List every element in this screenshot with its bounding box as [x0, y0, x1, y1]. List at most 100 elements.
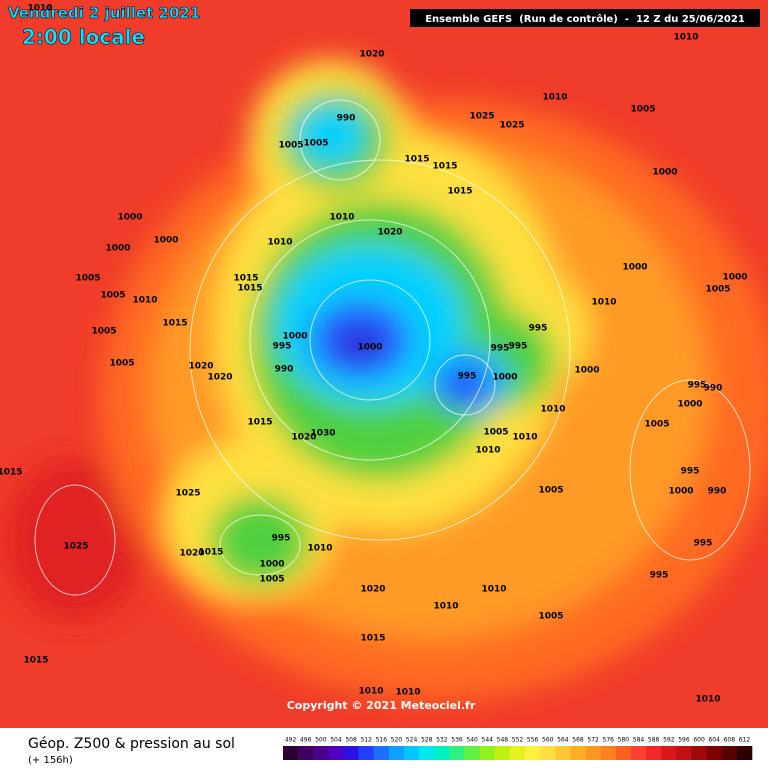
scale-swatch — [404, 746, 420, 760]
isobar-label: 1010 — [673, 33, 698, 43]
isobar-label: 1000 — [117, 213, 142, 223]
scale-label: 536 — [451, 737, 463, 744]
isobar-label: 1025 — [499, 121, 524, 131]
scale-label: 524 — [406, 737, 418, 744]
isobar-label: 1000 — [282, 332, 307, 342]
isobar-label: 1025 — [63, 542, 88, 552]
isobar-label: 1010 — [475, 446, 500, 456]
isobar-label: 1010 — [433, 602, 458, 612]
scale-swatch — [721, 746, 738, 760]
isobar-labels: 1010 1010 1020 1010 1005 1025 1025 990 1005 1005 1… — [0, 4, 748, 705]
scale-swatch — [676, 746, 692, 760]
isobar-label: 1000 — [677, 400, 702, 410]
isobar-label: 1000 — [722, 273, 747, 283]
isobar-label: 1000 — [622, 263, 647, 273]
isobar-label: 1005 — [100, 291, 125, 301]
scale-label: 576 — [603, 737, 615, 744]
isobar-label: 1010 — [395, 688, 420, 698]
scale-label: 540 — [466, 737, 478, 744]
scale-label: 552 — [512, 737, 524, 744]
isobar-label: 1000 — [153, 236, 178, 246]
scale-label: 544 — [482, 737, 494, 744]
isobar-label: 1000 — [105, 244, 130, 254]
scale-label: 580 — [618, 737, 630, 744]
scale-swatch — [706, 746, 723, 760]
isobar-label: 1020 — [188, 362, 213, 372]
isobar-label: 1005 — [259, 575, 284, 585]
scale-swatch — [419, 746, 435, 760]
scale-swatch — [570, 746, 586, 760]
scale-swatch — [540, 746, 556, 760]
scale-label: 596 — [678, 737, 690, 744]
lead-time: (+ 156h) — [28, 755, 73, 766]
isobar-label: 995 — [272, 534, 291, 544]
isobar-label: 995 — [491, 344, 510, 354]
scale-label: 516 — [376, 737, 388, 744]
isobar-label: 1000 — [574, 366, 599, 376]
isobar-label: 990 — [275, 365, 294, 375]
isobar-label: 1010 — [591, 298, 616, 308]
isobar-label: 1005 — [644, 420, 669, 430]
scale-swatch — [313, 746, 329, 760]
scale-label: 604 — [708, 737, 720, 744]
isobar-label: 1015 — [237, 284, 262, 294]
isobar-label: 1005 — [278, 141, 303, 151]
scale-swatch — [736, 746, 753, 760]
isobar-label: 1010 — [512, 433, 537, 443]
isobar-label: 1000 — [357, 343, 382, 353]
scale-label: 572 — [587, 737, 599, 744]
isobar-label: 1010 — [27, 4, 52, 14]
scale-label: 520 — [391, 737, 403, 744]
scale-label: 528 — [421, 737, 433, 744]
isobar-label: 1010 — [132, 296, 157, 306]
run-info: Ensemble GEFS (Run de contrôle) - 12 Z d… — [425, 13, 745, 25]
scale-swatch — [283, 746, 299, 760]
isobar-label: 1000 — [652, 168, 677, 178]
isobar-label: 995 — [458, 372, 477, 382]
scale-swatch — [509, 746, 526, 760]
isobar-label: 995 — [650, 571, 669, 581]
isobar-label: 1015 — [247, 418, 272, 428]
isobar-label: 1015 — [404, 155, 429, 165]
isobar-label: 995 — [688, 381, 707, 391]
scale-label: 592 — [663, 737, 675, 744]
isobar-label: 1000 — [259, 560, 284, 570]
scale-label: 512 — [360, 737, 372, 744]
scale-swatch — [343, 746, 359, 760]
scale-swatch — [388, 746, 405, 760]
scale-swatch — [373, 746, 390, 760]
isobar-label: 1005 — [630, 105, 655, 115]
scale-label: 556 — [527, 737, 539, 744]
isobar-label: 1010 — [695, 695, 720, 705]
scale-swatch — [464, 746, 480, 760]
isobar-label: 1015 — [432, 162, 457, 172]
scale-label: 564 — [557, 737, 569, 744]
isobar-label: 1005 — [109, 359, 134, 369]
isobar-label: 1005 — [91, 327, 116, 337]
isobar-label: 995 — [681, 467, 700, 477]
isobar-label: 1015 — [360, 634, 385, 644]
scale-swatch — [585, 746, 602, 760]
isobar-label: 1015 — [23, 656, 48, 666]
scale-swatch — [328, 746, 344, 760]
scale-label: 600 — [693, 737, 705, 744]
isobar-label: 1000 — [668, 487, 693, 497]
isobar-label: 1020 — [179, 549, 204, 559]
isobar-label: 1010 — [358, 687, 383, 697]
scale-label: 560 — [542, 737, 554, 744]
isobar-label: 990 — [704, 384, 723, 394]
scale-swatch — [434, 746, 450, 760]
scale-swatch — [298, 746, 314, 760]
isobar-label: 1015 — [0, 468, 23, 478]
isobar-label: 995 — [273, 342, 292, 352]
scale-swatch — [646, 746, 662, 760]
scale-swatch — [555, 746, 571, 760]
isobar-label: 1005 — [483, 428, 508, 438]
isobar-label: 1015 — [233, 274, 258, 284]
scale-label: 588 — [648, 737, 660, 744]
isobar-label: 1010 — [307, 544, 332, 554]
scale-label: 500 — [315, 737, 327, 744]
isobar-label: 1020 — [360, 585, 385, 595]
